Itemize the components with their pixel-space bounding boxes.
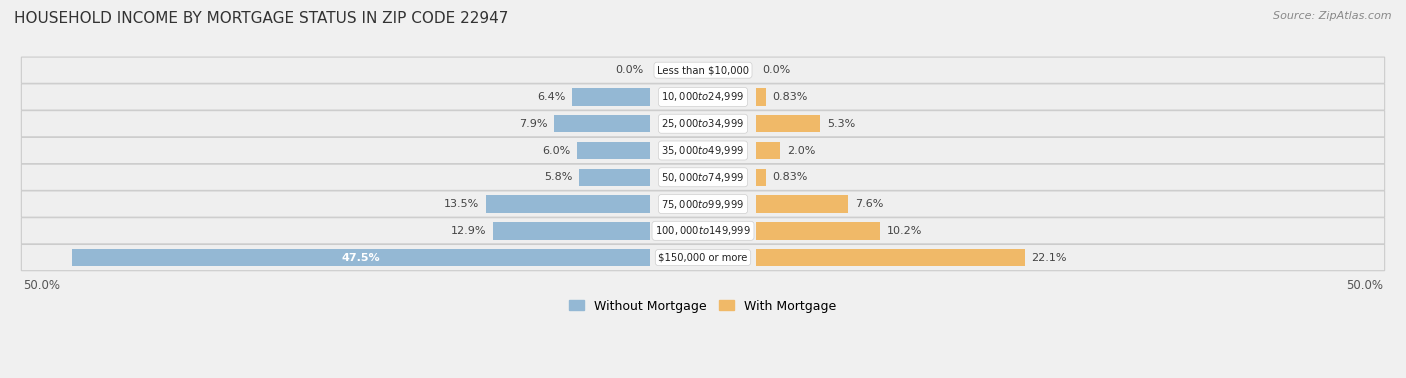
Bar [756,222,880,240]
Bar [756,115,821,132]
Bar [756,88,766,106]
Bar [756,195,848,213]
Bar [579,169,650,186]
FancyBboxPatch shape [21,111,1385,137]
FancyBboxPatch shape [21,218,1385,244]
Bar [572,88,650,106]
Text: 10.2%: 10.2% [887,226,922,236]
FancyBboxPatch shape [21,137,1385,164]
Text: $10,000 to $24,999: $10,000 to $24,999 [661,90,745,104]
Text: 5.3%: 5.3% [827,119,855,129]
Text: 7.9%: 7.9% [519,119,547,129]
Text: $150,000 or more: $150,000 or more [658,253,748,263]
Text: 6.0%: 6.0% [543,146,571,155]
FancyBboxPatch shape [21,57,1385,83]
Text: $25,000 to $34,999: $25,000 to $34,999 [661,117,745,130]
Bar [576,142,650,159]
FancyBboxPatch shape [21,164,1385,191]
FancyBboxPatch shape [21,245,1385,271]
Text: $75,000 to $99,999: $75,000 to $99,999 [661,198,745,211]
Bar [72,249,650,266]
Text: 0.0%: 0.0% [616,65,644,75]
Bar [494,222,650,240]
Text: $100,000 to $149,999: $100,000 to $149,999 [655,224,751,237]
Text: 0.83%: 0.83% [773,172,808,182]
Bar [756,142,780,159]
Bar [554,115,650,132]
Bar [756,169,766,186]
FancyBboxPatch shape [21,84,1385,110]
Bar [756,249,1025,266]
Legend: Without Mortgage, With Mortgage: Without Mortgage, With Mortgage [564,294,842,318]
Text: 7.6%: 7.6% [855,199,883,209]
Text: 13.5%: 13.5% [444,199,479,209]
Text: 12.9%: 12.9% [451,226,486,236]
Text: HOUSEHOLD INCOME BY MORTGAGE STATUS IN ZIP CODE 22947: HOUSEHOLD INCOME BY MORTGAGE STATUS IN Z… [14,11,509,26]
Text: Less than $10,000: Less than $10,000 [657,65,749,75]
Text: Source: ZipAtlas.com: Source: ZipAtlas.com [1274,11,1392,21]
Text: 0.83%: 0.83% [773,92,808,102]
FancyBboxPatch shape [21,191,1385,217]
Text: 47.5%: 47.5% [342,253,380,263]
Text: 5.8%: 5.8% [544,172,572,182]
Text: $35,000 to $49,999: $35,000 to $49,999 [661,144,745,157]
Text: 6.4%: 6.4% [537,92,565,102]
Text: $50,000 to $74,999: $50,000 to $74,999 [661,171,745,184]
Text: 2.0%: 2.0% [787,146,815,155]
Text: 22.1%: 22.1% [1032,253,1067,263]
Text: 0.0%: 0.0% [762,65,790,75]
Bar [485,195,650,213]
